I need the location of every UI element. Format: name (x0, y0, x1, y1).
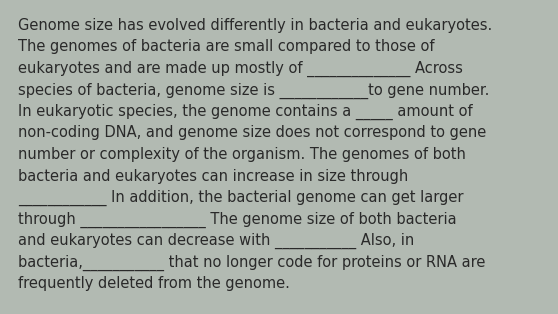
Text: In eukaryotic species, the genome contains a _____ amount of: In eukaryotic species, the genome contai… (18, 104, 473, 120)
Text: frequently deleted from the genome.: frequently deleted from the genome. (18, 276, 290, 291)
Text: bacteria and eukaryotes can increase in size through: bacteria and eukaryotes can increase in … (18, 169, 408, 183)
Text: number or complexity of the organism. The genomes of both: number or complexity of the organism. Th… (18, 147, 466, 162)
Text: species of bacteria, genome size is ____________to gene number.: species of bacteria, genome size is ____… (18, 83, 489, 99)
Text: and eukaryotes can decrease with ___________ Also, in: and eukaryotes can decrease with _______… (18, 233, 414, 249)
Text: ____________ In addition, the bacterial genome can get larger: ____________ In addition, the bacterial … (18, 190, 464, 206)
Text: The genomes of bacteria are small compared to those of: The genomes of bacteria are small compar… (18, 40, 435, 55)
Text: bacteria,___________ that no longer code for proteins or RNA are: bacteria,___________ that no longer code… (18, 255, 485, 271)
Text: eukaryotes and are made up mostly of ______________ Across: eukaryotes and are made up mostly of ___… (18, 61, 463, 77)
Text: Genome size has evolved differently in bacteria and eukaryotes.: Genome size has evolved differently in b… (18, 18, 492, 33)
Text: non-coding DNA, and genome size does not correspond to gene: non-coding DNA, and genome size does not… (18, 126, 486, 140)
Text: through _________________ The genome size of both bacteria: through _________________ The genome siz… (18, 212, 456, 228)
